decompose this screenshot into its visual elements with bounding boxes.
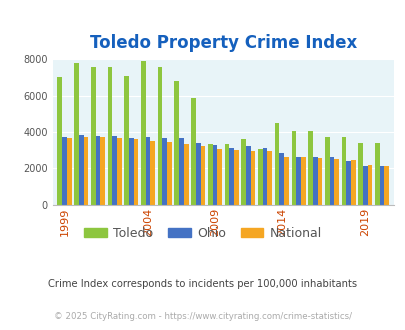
Bar — [117, 138, 121, 205]
Bar — [67, 138, 71, 205]
Bar — [107, 67, 112, 205]
Bar — [158, 67, 162, 205]
Bar — [58, 77, 62, 205]
Bar — [183, 144, 188, 205]
Bar — [195, 143, 200, 205]
Bar — [91, 67, 95, 205]
Bar — [74, 63, 79, 205]
Bar — [141, 61, 145, 205]
Text: Crime Index corresponds to incidents per 100,000 inhabitants: Crime Index corresponds to incidents per… — [48, 279, 357, 289]
Bar — [379, 167, 384, 205]
Bar — [224, 144, 229, 205]
Bar — [307, 131, 312, 205]
Bar — [62, 137, 67, 205]
Bar — [241, 139, 245, 205]
Bar — [374, 143, 379, 205]
Bar — [191, 98, 195, 205]
Bar — [262, 148, 267, 205]
Bar — [129, 138, 133, 205]
Bar — [133, 139, 138, 205]
Bar — [200, 146, 205, 205]
Bar — [345, 161, 350, 205]
Bar — [95, 136, 100, 205]
Bar — [150, 141, 155, 205]
Bar — [324, 137, 329, 205]
Bar — [179, 138, 183, 205]
Bar — [300, 157, 305, 205]
Bar — [100, 137, 104, 205]
Bar — [317, 158, 322, 205]
Bar — [284, 157, 288, 205]
Bar — [112, 136, 117, 205]
Bar — [333, 159, 338, 205]
Bar — [329, 157, 333, 205]
Bar — [145, 137, 150, 205]
Bar — [362, 166, 367, 205]
Bar — [296, 156, 300, 205]
Bar — [233, 150, 238, 205]
Legend: Toledo, Ohio, National: Toledo, Ohio, National — [79, 221, 326, 245]
Bar — [312, 157, 317, 205]
Text: © 2025 CityRating.com - https://www.cityrating.com/crime-statistics/: © 2025 CityRating.com - https://www.city… — [54, 312, 351, 321]
Bar — [162, 138, 167, 205]
Bar — [124, 76, 129, 205]
Bar — [83, 137, 88, 205]
Bar — [79, 135, 83, 205]
Bar — [367, 165, 371, 205]
Bar — [291, 131, 296, 205]
Bar — [229, 148, 233, 205]
Bar — [245, 146, 250, 205]
Bar — [341, 137, 345, 205]
Bar — [267, 151, 271, 205]
Bar — [250, 151, 255, 205]
Bar — [350, 160, 355, 205]
Bar — [174, 81, 179, 205]
Bar — [279, 153, 284, 205]
Bar — [217, 149, 222, 205]
Title: Toledo Property Crime Index: Toledo Property Crime Index — [90, 34, 356, 52]
Bar — [274, 123, 279, 205]
Bar — [384, 167, 388, 205]
Bar — [167, 142, 171, 205]
Bar — [212, 145, 217, 205]
Bar — [258, 149, 262, 205]
Bar — [358, 143, 362, 205]
Bar — [207, 144, 212, 205]
